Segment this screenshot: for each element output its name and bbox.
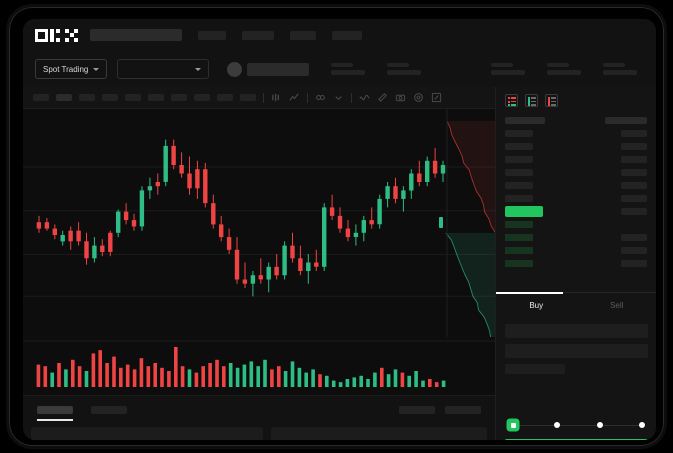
buy-tab[interactable]: Buy (496, 292, 577, 318)
timeframe-button-6[interactable] (148, 94, 164, 101)
candles-canvas (23, 139, 495, 297)
step-indicator (496, 417, 656, 433)
chevron-down-icon (195, 67, 202, 71)
orderbook-highlight-row[interactable] (505, 206, 647, 217)
logo-letter-x (65, 28, 78, 42)
ticker-stat-3 (491, 63, 526, 75)
bottom-tab-2[interactable] (91, 405, 127, 414)
timeframe-button-9[interactable] (217, 94, 233, 101)
fullscreen-icon[interactable] (431, 92, 442, 103)
timeframe-button-2[interactable] (56, 94, 72, 101)
ticker-stat-5 (603, 63, 638, 75)
orderbook-bid-row[interactable] (505, 233, 647, 242)
submit-order-button[interactable] (504, 439, 649, 440)
sub-header: Spot Trading (23, 51, 656, 87)
pair-avatar (227, 61, 243, 77)
orderbook-bid-row[interactable] (505, 220, 647, 229)
ticker-stat-2 (387, 63, 422, 75)
bottom-panel-left (31, 427, 263, 440)
bottom-actions (399, 405, 481, 414)
bottom-action-2[interactable] (445, 405, 481, 414)
volume-histogram[interactable] (23, 337, 495, 395)
app-screen: Spot Trading (23, 19, 656, 440)
buy-sell-tabs: Buy Sell (496, 292, 656, 318)
orderbook-mode-both-icon[interactable] (505, 94, 518, 107)
orderbook-header-row (505, 116, 647, 125)
bottom-action-1[interactable] (399, 405, 435, 414)
ticker-stat-1 (331, 63, 366, 75)
orderbook-ask-row[interactable] (505, 181, 647, 190)
camera-icon[interactable] (395, 92, 406, 103)
timeframe-button-10[interactable] (240, 94, 256, 101)
spot-trading-dropdown[interactable]: Spot Trading (35, 59, 108, 79)
app-header (23, 19, 656, 51)
logo-letter-o (35, 28, 48, 42)
nav-item-3[interactable] (290, 30, 316, 40)
orderbook-ask-row[interactable] (505, 129, 647, 138)
step-dot-4[interactable] (638, 422, 645, 428)
orderbook-bid-row[interactable] (505, 246, 647, 255)
volume-canvas (23, 340, 495, 387)
order-price-field[interactable] (505, 324, 648, 338)
orderbook-spread-highlight (505, 206, 543, 217)
spot-trading-label: Spot Trading (43, 64, 89, 74)
orderbook-ask-row[interactable] (505, 168, 647, 177)
wave-chart-icon[interactable] (359, 92, 370, 103)
orderbook-mode-bids-icon[interactable] (525, 94, 538, 107)
nav-item-2[interactable] (242, 30, 274, 40)
orderbook-rows (496, 113, 656, 268)
order-total-field[interactable] (505, 364, 565, 374)
candlestick-chart-icon[interactable] (271, 92, 282, 103)
step-dot-1[interactable] (508, 420, 518, 430)
timeframe-button-8[interactable] (194, 94, 210, 101)
orderbook-bid-row[interactable] (505, 259, 647, 268)
timeframe-button-1[interactable] (33, 94, 49, 101)
chevron-down-icon (93, 67, 100, 71)
order-form (496, 318, 656, 408)
timeframe-button-4[interactable] (102, 94, 118, 101)
sell-tab[interactable]: Sell (610, 301, 624, 310)
toolbar-divider (263, 92, 264, 103)
candlestick-chart[interactable] (23, 109, 495, 337)
orderbook-ask-row[interactable] (505, 155, 647, 164)
orderbook-mode-asks-icon[interactable] (545, 94, 558, 107)
depth-chart-overlay (439, 109, 495, 337)
step-dot-3[interactable] (596, 422, 603, 428)
timeframe-button-3[interactable] (79, 94, 95, 101)
bottom-tab-1[interactable] (37, 405, 73, 421)
step-dot-2[interactable] (554, 422, 561, 428)
okx-logo[interactable] (35, 28, 78, 42)
logo-letter-k (50, 28, 63, 42)
step-line (560, 424, 597, 426)
indicators-icon[interactable] (315, 92, 326, 103)
nav-item-1[interactable] (198, 30, 226, 40)
settings-gear-icon[interactable] (413, 92, 424, 103)
ticker-stat-4 (547, 63, 582, 75)
step-line (602, 424, 639, 426)
device-frame: Spot Trading (6, 4, 667, 449)
step-line (518, 424, 555, 426)
nav-item-4[interactable] (332, 30, 362, 40)
search-input[interactable] (90, 29, 182, 41)
bottom-panel-right (271, 427, 487, 440)
orderbook-panel: Buy Sell (495, 87, 656, 440)
orderbook-view-modes (496, 87, 656, 113)
bottom-tab-bar (23, 395, 495, 423)
toolbar-divider (351, 92, 352, 103)
pair-name-label (247, 62, 310, 76)
toolbar-divider (307, 92, 308, 103)
chevron-down-icon[interactable] (333, 92, 344, 103)
pair-select-dropdown[interactable] (117, 59, 210, 79)
order-amount-field[interactable] (505, 344, 648, 358)
timeframe-button-5[interactable] (125, 94, 141, 101)
orderbook-ask-row[interactable] (505, 142, 647, 151)
timeframe-button-7[interactable] (171, 94, 187, 101)
ruler-icon[interactable] (377, 92, 388, 103)
orderbook-ask-row[interactable] (505, 194, 647, 203)
line-chart-icon[interactable] (289, 92, 300, 103)
